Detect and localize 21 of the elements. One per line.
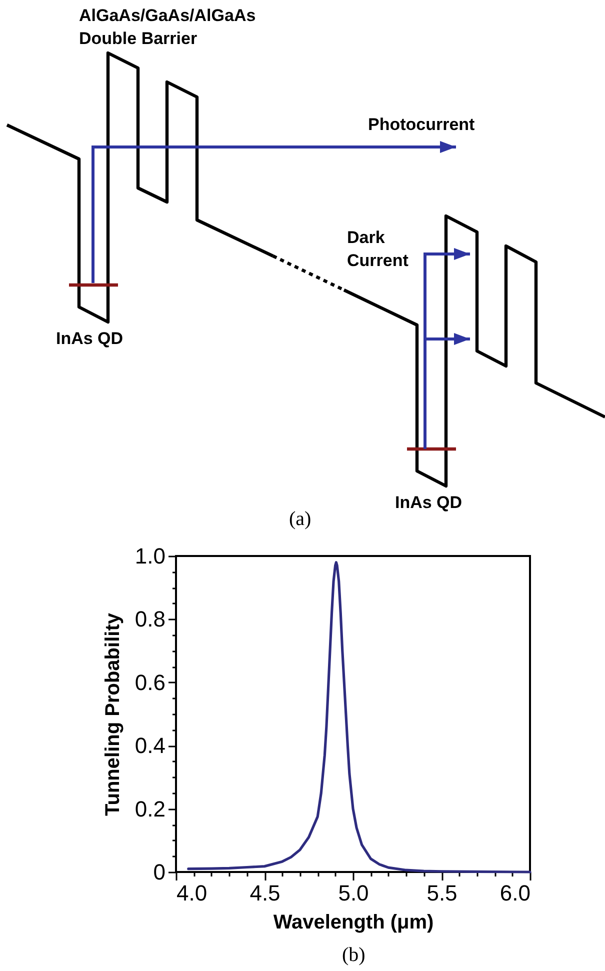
x-tick-label: 5.5 <box>426 880 458 906</box>
y-tick-label: 0 <box>153 860 166 884</box>
y-axis-title: Tunneling Probability <box>102 612 124 816</box>
text: InAs QD <box>395 493 462 512</box>
y-tick-label: 0.4 <box>134 733 166 758</box>
text: Dark Current <box>347 228 409 270</box>
x-tick-label: 4.0 <box>176 880 208 906</box>
text: (b) <box>342 944 366 967</box>
text: InAs QD <box>56 329 124 348</box>
line-series <box>187 561 532 874</box>
y-tick-label: 0.6 <box>134 670 166 695</box>
x-tick-label: 4.5 <box>250 880 280 906</box>
y-tick-label: 0.2 <box>134 796 166 822</box>
x-axis-title: Wavelength (μm) <box>273 912 434 934</box>
x-tick-label: 5.0 <box>338 880 369 906</box>
x-tick-label: 6.0 <box>500 880 530 906</box>
y-tick-label: 1.0 <box>134 544 166 568</box>
text: AlGaAs/GaAs/AlGaAs Double Barrier <box>79 6 256 48</box>
y-tick-label: 0.8 <box>134 606 166 632</box>
text: Photocurrent <box>368 115 476 134</box>
text: (a) <box>289 508 312 531</box>
